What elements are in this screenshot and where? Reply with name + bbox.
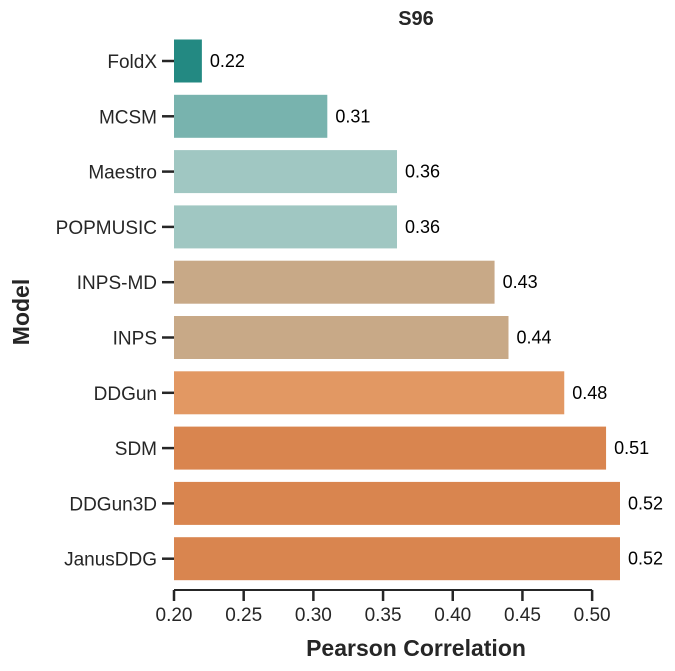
value-label-janusddg: 0.52 — [628, 549, 663, 569]
x-tick-label: 0.25 — [225, 605, 262, 626]
y-tick-label: INPS — [113, 329, 157, 350]
x-tick-label: 0.45 — [504, 605, 541, 626]
value-label-inps-md: 0.43 — [503, 272, 538, 292]
y-tick-label: POPMUSIC — [56, 218, 157, 239]
x-tick-label: 0.30 — [295, 605, 332, 626]
y-tick-label: FoldX — [107, 52, 157, 73]
y-tick-label: DDGun — [94, 384, 157, 405]
bar-mcsm — [174, 94, 328, 138]
x-tick-label: 0.50 — [574, 605, 611, 626]
value-label-ddgun: 0.48 — [572, 383, 607, 403]
value-label-foldx: 0.22 — [210, 51, 245, 71]
x-axis: 0.20 0.25 0.30 0.35 0.40 0.45 0.50 — [156, 589, 611, 626]
value-label-mcsm: 0.31 — [335, 106, 370, 126]
bars-group: 0.22 0.31 0.36 0.36 0.43 0.44 0.48 0.51 0.52 0.52 — [174, 39, 663, 581]
x-axis-title: Pearson Correlation — [306, 635, 526, 661]
y-tick-label: Maestro — [88, 163, 157, 184]
bar-maestro — [174, 150, 397, 194]
value-label-ddgun3d: 0.52 — [628, 493, 663, 513]
bar-foldx — [174, 39, 202, 83]
value-label-sdm: 0.51 — [614, 438, 649, 458]
y-axis-title: Model — [8, 279, 34, 345]
y-tick-label: SDM — [115, 439, 157, 460]
x-tick-label: 0.40 — [434, 605, 471, 626]
value-label-inps: 0.44 — [517, 328, 552, 348]
x-tick-label: 0.20 — [156, 605, 193, 626]
x-tick-label: 0.35 — [365, 605, 402, 626]
value-label-maestro: 0.36 — [405, 162, 440, 182]
bar-ddgun3d — [174, 481, 620, 525]
y-tick-label: INPS-MD — [77, 273, 157, 294]
y-tick-label: DDGun3D — [69, 494, 157, 515]
y-axis: FoldX MCSM Maestro POPMUSIC INPS-MD INPS DDGun… — [56, 52, 174, 571]
bar-ddgun — [174, 371, 565, 415]
bar-popmusic — [174, 205, 397, 249]
y-tick-label: JanusDDG — [64, 550, 157, 571]
value-label-popmusic: 0.36 — [405, 217, 440, 237]
bar-inps-md — [174, 260, 495, 304]
bar-inps — [174, 316, 509, 359]
y-tick-label: MCSM — [99, 107, 157, 128]
bar-sdm — [174, 426, 607, 470]
bar-janusddg — [174, 537, 620, 581]
chart-title: S96 — [398, 8, 434, 30]
